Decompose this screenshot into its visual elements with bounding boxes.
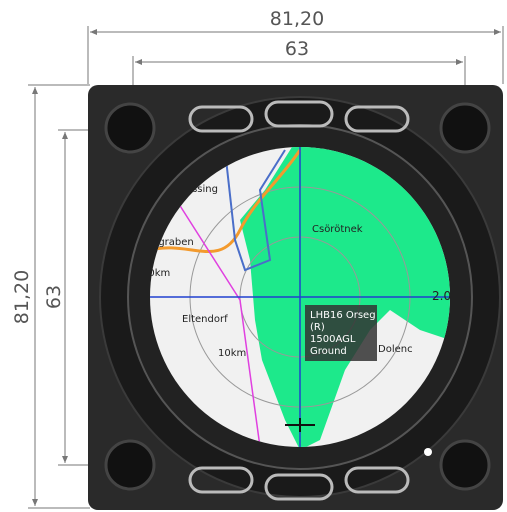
- knobs: [104, 102, 491, 491]
- knob[interactable]: [439, 439, 491, 491]
- button[interactable]: [188, 105, 254, 133]
- map-label: Csörötnek: [312, 224, 363, 235]
- button[interactable]: [264, 100, 334, 128]
- map-label: Güssing: [178, 184, 218, 195]
- country-area: [240, 147, 450, 447]
- outer-width: 81,20: [270, 8, 324, 30]
- button[interactable]: [188, 466, 254, 494]
- info-popup: [305, 305, 377, 361]
- map-label: 10km: [218, 348, 246, 359]
- inner-height: 63: [43, 285, 65, 309]
- popup-line: LHB16 Orseg: [310, 310, 376, 321]
- inner-width: 63: [285, 38, 309, 60]
- outer-height: 81,20: [11, 270, 33, 324]
- map-label: Eltendorf: [182, 314, 228, 325]
- buttons: [188, 100, 410, 501]
- button[interactable]: [264, 473, 334, 501]
- map-label: ngraben: [152, 237, 194, 248]
- button[interactable]: [344, 105, 410, 133]
- aircraft-symbol: [285, 418, 315, 432]
- map-label: Dolenc: [378, 344, 413, 355]
- river: [224, 149, 286, 272]
- knob[interactable]: [104, 102, 156, 154]
- popup-line: 1500AGL: [310, 334, 356, 345]
- airspace-line: [169, 189, 261, 447]
- map-label: 20km: [142, 268, 170, 279]
- knob[interactable]: [104, 439, 156, 491]
- button[interactable]: [344, 466, 410, 494]
- indicator-led: [424, 448, 432, 456]
- dimensions: 81,20 63 81,20 63: [11, 8, 504, 509]
- popup-line: (R): [310, 322, 325, 333]
- map-label: 2.0: [432, 289, 451, 303]
- road: [150, 149, 302, 253]
- popup-line: Ground: [310, 346, 347, 357]
- screen: Güssing Csörötnek ngraben 20km Eltendorf…: [142, 147, 451, 447]
- knob[interactable]: [439, 102, 491, 154]
